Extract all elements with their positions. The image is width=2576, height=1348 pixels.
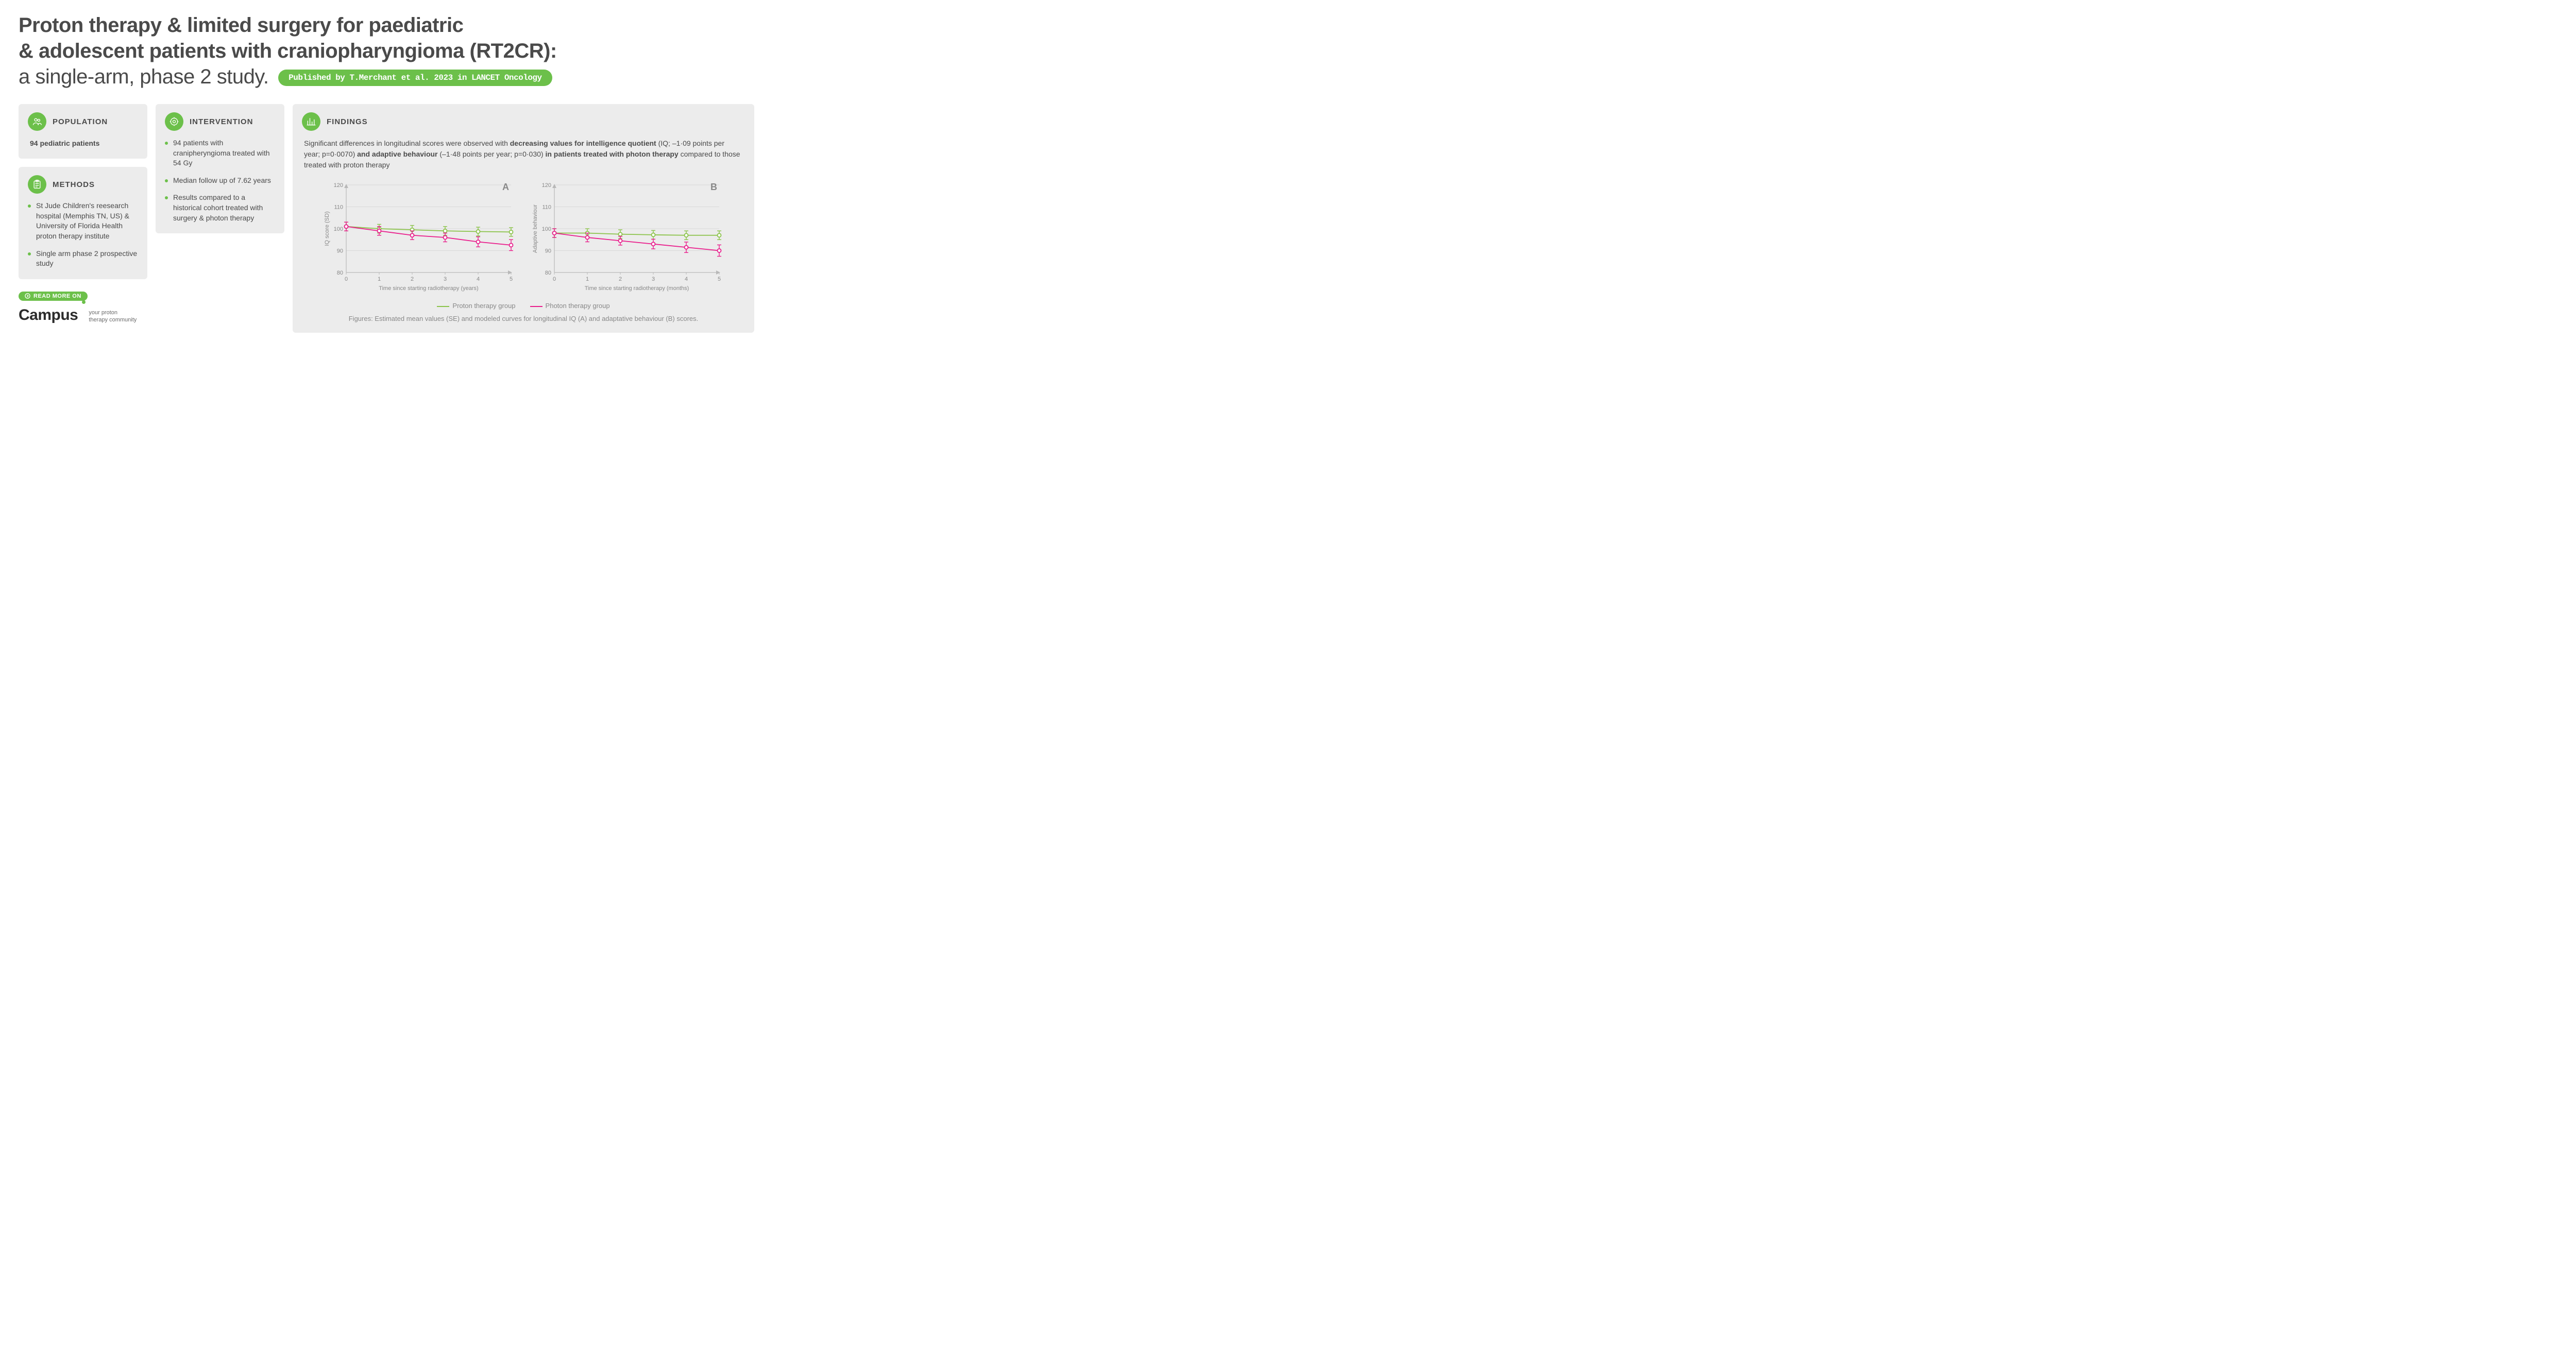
svg-text:120: 120 [542,182,551,189]
svg-text:5: 5 [718,276,721,282]
svg-text:0: 0 [345,276,348,282]
chart-a-label: A [502,182,509,193]
svg-text:0: 0 [553,276,556,282]
pub-prefix: Published by [289,73,349,82]
svg-text:110: 110 [334,204,343,211]
content-grid: POPULATION 94 pediatric patients METHODS… [19,104,754,333]
list-item: 94 patients with cranipheryngioma treate… [165,138,275,168]
list-item: Median follow up of 7.62 years [165,176,275,186]
title-line3: a single-arm, phase 2 study. Published b… [19,64,754,90]
title-line1: Proton therapy & limited surgery for pae… [19,12,754,38]
findings-text: Significant differences in longitudinal … [302,138,745,170]
people-icon [28,112,46,131]
svg-text:3: 3 [444,276,447,282]
svg-text:1: 1 [378,276,381,282]
title-line2: & adolescent patients with craniopharyng… [19,38,754,64]
clipboard-icon [28,175,46,194]
brand-dot-icon [82,300,86,304]
column-mid: INTERVENTION 94 patients with craniphery… [156,104,284,233]
population-card: POPULATION 94 pediatric patients [19,104,147,159]
chart-legend: Proton therapy group Photon therapy grou… [302,302,745,310]
chart-b-wrap: B 80 90 100 110 120 0 1 2 3 4 5 Adaptive behaviour T… [530,180,725,296]
list-item: Single arm phase 2 prospective study [28,249,138,269]
chart-icon [302,112,320,131]
chart-a-wrap: A 80 90 100 110 120 0 1 2 3 4 5 IQ score (SD) Time s… [321,180,517,296]
svg-text:Time since starting radiothera: Time since starting radiotherapy (years) [379,285,478,292]
findings-b3: in patients treated with photon therapy [545,150,678,158]
legend-photon-label: Photon therapy group [546,302,610,310]
pub-journal: LANCET Oncology [471,73,542,82]
methods-list: St Jude Children's reesearch hospital (M… [28,201,138,269]
title-subtitle: a single-arm, phase 2 study. [19,65,269,88]
population-text: 94 pediatric patients [28,138,138,148]
legend-proton: Proton therapy group [437,302,515,310]
chevron-right-icon [25,293,30,299]
intervention-list: 94 patients with cranipheryngioma treate… [165,138,275,223]
chart-b-label: B [710,182,717,193]
list-item: St Jude Children's reesearch hospital (M… [28,201,138,241]
svg-text:90: 90 [337,248,343,254]
svg-text:3: 3 [652,276,655,282]
read-more-label: READ MORE ON [33,293,81,299]
svg-text:1: 1 [586,276,589,282]
svg-text:80: 80 [545,270,551,276]
svg-text:90: 90 [545,248,551,254]
findings-pre: Significant differences in longitudinal … [304,139,510,147]
findings-m2: (–1·48 points per year; p=0·030) [438,150,546,158]
svg-text:5: 5 [510,276,513,282]
methods-title: METHODS [53,180,95,189]
pub-in: in [453,73,471,82]
brand-tag-2: therapy community [89,317,137,323]
charts-row: A 8090100110120012345IQ score (SD)Time s… [302,180,745,296]
svg-text:110: 110 [542,204,551,211]
intervention-title: INTERVENTION [190,117,253,126]
brand-block: READ MORE ON Campus your proton therapy … [19,287,147,325]
chart-a: 80 90 100 110 120 0 1 2 3 4 5 IQ score (SD) Time sin… [321,180,517,293]
target-icon [165,112,183,131]
svg-text:4: 4 [477,276,480,282]
list-item: Results compared to a historical cohort … [165,193,275,223]
svg-text:4: 4 [685,276,688,282]
svg-text:Time since starting radiothera: Time since starting radiotherapy (months… [585,285,689,292]
findings-title: FINDINGS [327,117,368,126]
svg-text:2: 2 [411,276,414,282]
publication-pill: Published by T.Merchant et al. 2023 in L… [278,70,552,86]
svg-text:2: 2 [619,276,622,282]
svg-text:100: 100 [542,226,551,232]
svg-text:80: 80 [337,270,343,276]
column-left: POPULATION 94 pediatric patients METHODS… [19,104,147,324]
findings-card: FINDINGS Significant differences in long… [293,104,754,333]
pub-author: T.Merchant et al. 2023 [349,73,452,82]
svg-text:IQ score (SD): IQ score (SD) [324,211,330,246]
findings-b2: and adaptive behaviour [357,150,437,158]
brand-name: Campus [19,306,78,324]
legend-photon: Photon therapy group [530,302,610,310]
brand-tag-1: your proton [89,310,137,316]
svg-text:Adaptive behaviour: Adaptive behaviour [532,204,538,253]
read-more-pill[interactable]: READ MORE ON [19,292,88,301]
svg-text:100: 100 [334,226,343,232]
chart-b: 80 90 100 110 120 0 1 2 3 4 5 Adaptive behaviour Tim… [530,180,725,293]
intervention-card: INTERVENTION 94 patients with craniphery… [156,104,284,233]
methods-card: METHODS St Jude Children's reesearch hos… [19,167,147,279]
chart-caption: Figures: Estimated mean values (SE) and … [302,315,745,322]
column-right: FINDINGS Significant differences in long… [293,104,754,333]
population-title: POPULATION [53,117,108,126]
findings-b1: decreasing values for intelligence quoti… [510,139,656,147]
brand-tagline: your proton therapy community [89,310,137,323]
svg-text:120: 120 [334,182,343,189]
legend-proton-label: Proton therapy group [452,302,515,310]
title-block: Proton therapy & limited surgery for pae… [19,12,754,90]
